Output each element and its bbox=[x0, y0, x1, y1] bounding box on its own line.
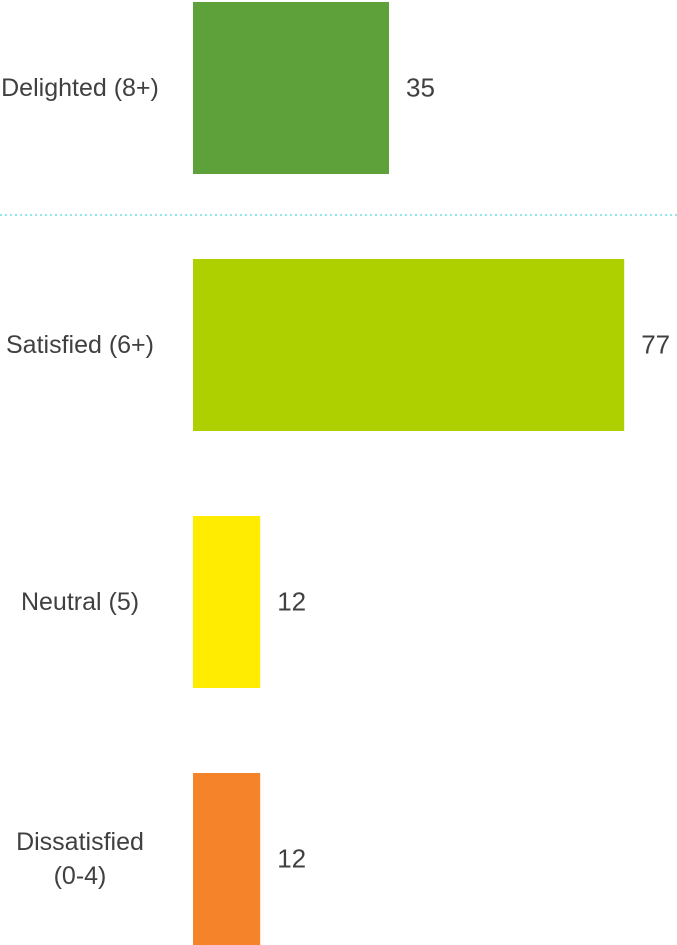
value-label: 77 bbox=[641, 329, 671, 360]
bar bbox=[193, 773, 261, 945]
category-label: Delighted (8+) bbox=[1, 74, 159, 102]
bar bbox=[193, 516, 261, 688]
category-label: Satisfied (6+) bbox=[6, 331, 154, 359]
value-label: 35 bbox=[406, 72, 435, 103]
category-label: Neutral (5) bbox=[20, 588, 140, 616]
value-label: 12 bbox=[277, 843, 307, 874]
category-label: Dissatisfied (0-4) bbox=[16, 828, 144, 890]
bar bbox=[193, 2, 389, 174]
bar bbox=[193, 259, 625, 431]
value-label: 12 bbox=[277, 586, 307, 617]
